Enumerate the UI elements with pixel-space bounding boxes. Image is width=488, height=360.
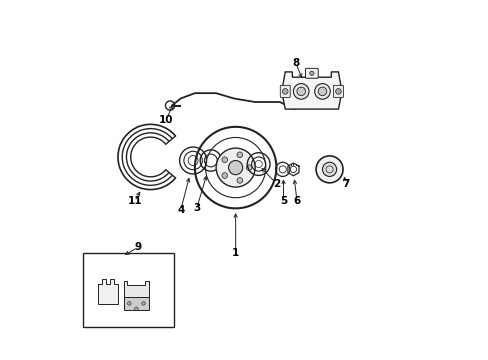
Text: 7: 7 bbox=[341, 179, 348, 189]
Circle shape bbox=[222, 173, 227, 178]
Circle shape bbox=[228, 161, 242, 175]
Bar bbox=[83, 253, 173, 327]
Polygon shape bbox=[281, 72, 341, 109]
Circle shape bbox=[222, 157, 227, 162]
Circle shape bbox=[296, 87, 305, 96]
Circle shape bbox=[335, 89, 341, 94]
Circle shape bbox=[142, 302, 145, 305]
Text: 6: 6 bbox=[293, 196, 300, 206]
Circle shape bbox=[237, 177, 242, 183]
Circle shape bbox=[246, 165, 251, 170]
Circle shape bbox=[134, 307, 138, 311]
Text: 11: 11 bbox=[127, 196, 142, 206]
Text: 10: 10 bbox=[159, 115, 173, 125]
Circle shape bbox=[127, 302, 131, 305]
Text: 9: 9 bbox=[134, 242, 142, 252]
Circle shape bbox=[216, 148, 255, 187]
Circle shape bbox=[237, 152, 242, 158]
Text: 4: 4 bbox=[177, 205, 184, 215]
FancyBboxPatch shape bbox=[305, 68, 318, 78]
Circle shape bbox=[314, 84, 329, 99]
Text: 1: 1 bbox=[231, 248, 239, 258]
FancyBboxPatch shape bbox=[280, 85, 290, 98]
Circle shape bbox=[315, 156, 343, 183]
FancyBboxPatch shape bbox=[333, 85, 343, 98]
Circle shape bbox=[282, 89, 287, 94]
Text: 5: 5 bbox=[279, 196, 286, 206]
Text: 3: 3 bbox=[193, 203, 200, 213]
Polygon shape bbox=[123, 297, 149, 310]
Polygon shape bbox=[98, 279, 118, 304]
Polygon shape bbox=[123, 281, 149, 297]
Text: 2: 2 bbox=[272, 179, 280, 189]
Circle shape bbox=[322, 162, 336, 176]
Circle shape bbox=[309, 71, 313, 76]
Circle shape bbox=[318, 87, 326, 96]
Text: 8: 8 bbox=[292, 58, 299, 68]
Circle shape bbox=[293, 84, 308, 99]
